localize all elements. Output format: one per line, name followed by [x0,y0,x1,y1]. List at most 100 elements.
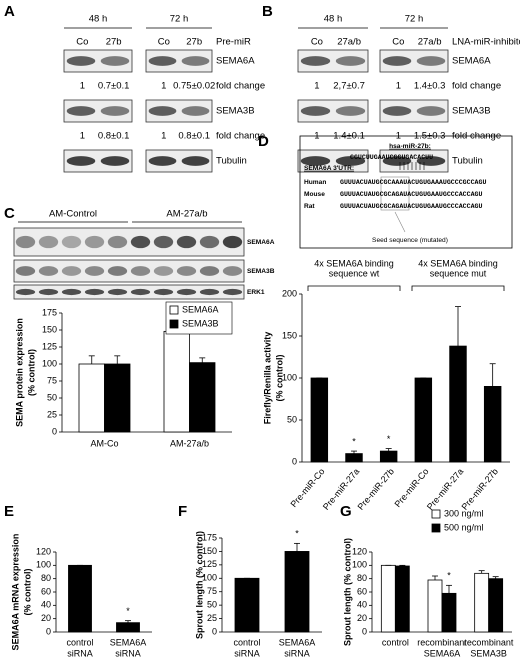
bar [414,377,433,463]
y-axis-label: (% control) [26,349,36,396]
band [382,56,412,66]
seed-box [380,176,410,211]
inset-box [299,135,513,249]
y-tick-label: 25 [207,613,217,623]
blot-label: ERK1 [247,289,265,296]
blot-label: SEMA6A [452,56,491,67]
blot [145,149,213,173]
group-label: 4x SEMA6A binding [314,258,394,268]
x-tick-label: control [382,637,409,647]
panel-letter: B [262,3,273,20]
band [181,106,210,116]
legend-label: 500 ng/ml [444,522,484,532]
band [222,235,243,249]
band [15,235,36,249]
blot-label: Tubulin [216,156,247,167]
y-tick-label: 120 [352,546,367,556]
y-tick-label: 0 [52,426,57,436]
lane-label: 27b [106,37,122,48]
y-tick-label: 150 [282,330,297,340]
species-seq: GUUUACUAUGCGCAGAUACUGUGAAUGCCCACCAGU [340,203,482,210]
band [100,56,130,66]
blot [297,49,369,73]
band [61,266,82,276]
band [153,235,174,249]
species-seq: GUUUACUAUGCGCAGAUACUGUGAAUGCCCACCAGU [340,191,482,198]
y-tick-label: 175 [42,307,57,317]
y-tick-label: 175 [202,532,217,542]
band [148,156,177,166]
x-tick-label: SEMA6A [110,637,147,647]
fold-label: fold change [216,81,265,92]
band [100,156,130,166]
y-tick-label: 50 [207,600,217,610]
fold-value: 2,7±0.7 [333,81,365,92]
y-axis-label: (% control) [274,355,284,402]
fold-value: 1 [80,131,85,142]
band [84,288,105,296]
bar [427,579,443,633]
fold-label: fold change [452,81,501,92]
fold-label: fold change [216,131,265,142]
band [66,56,96,66]
band [382,106,412,116]
blot-label: SEMA3B [452,106,491,117]
y-axis-label: SEMA6A mRNA expression [10,534,20,651]
bar [116,622,140,633]
fold-value: 1 [161,131,166,142]
blot [297,149,369,173]
lane-label: Co [158,37,170,48]
fold-value: 1 [80,81,85,92]
band [222,266,243,276]
bar [379,450,398,463]
significance-marker: * [295,529,299,539]
band [199,288,220,296]
group-label: AM-Control [49,209,97,220]
y-axis-label: Sprout length (% control) [342,538,352,646]
significance-marker: * [126,606,130,616]
band [61,288,82,296]
y-tick-label: 150 [202,546,217,556]
group-label: AM-27a/b [166,209,207,220]
y-tick-label: 0 [46,626,51,636]
y-axis-label: SEMA protein expression [14,318,24,427]
legend-swatch [169,305,179,315]
bar [483,385,502,463]
utr-label: SEMA6A 3'UTR: [304,165,354,172]
panel-letter: A [4,3,15,20]
band [107,235,128,249]
group-bracket [411,285,505,291]
y-tick-label: 80 [357,573,367,583]
lane-label: 27b [186,37,202,48]
blot [379,149,449,173]
band [335,56,366,66]
band [335,106,366,116]
bar [380,564,396,633]
band [222,288,243,296]
legend-swatch [431,509,441,519]
pointer [394,211,406,233]
bar [394,565,410,633]
x-tick-label: siRNA [67,648,93,658]
band [130,288,151,296]
band [130,266,151,276]
blot-label: Tubulin [452,156,483,167]
group-label: sequence wt [329,268,380,278]
band [38,235,59,249]
blot [63,49,133,73]
x-tick-label: control [66,637,93,647]
panel-letter: G [340,503,352,520]
y-axis-label: (% control) [22,569,32,616]
lane-label: Co [76,37,88,48]
fold-value: 0.8±0.1 [98,131,130,142]
bar [68,564,92,633]
y-tick-label: 25 [47,409,57,419]
y-tick-label: 125 [42,341,57,351]
y-tick-label: 200 [282,288,297,298]
blot [145,49,213,73]
band [107,288,128,296]
time-label: 48 h [89,14,108,25]
fold-value: 1 [314,81,319,92]
blot [13,259,245,283]
bar [78,363,105,433]
